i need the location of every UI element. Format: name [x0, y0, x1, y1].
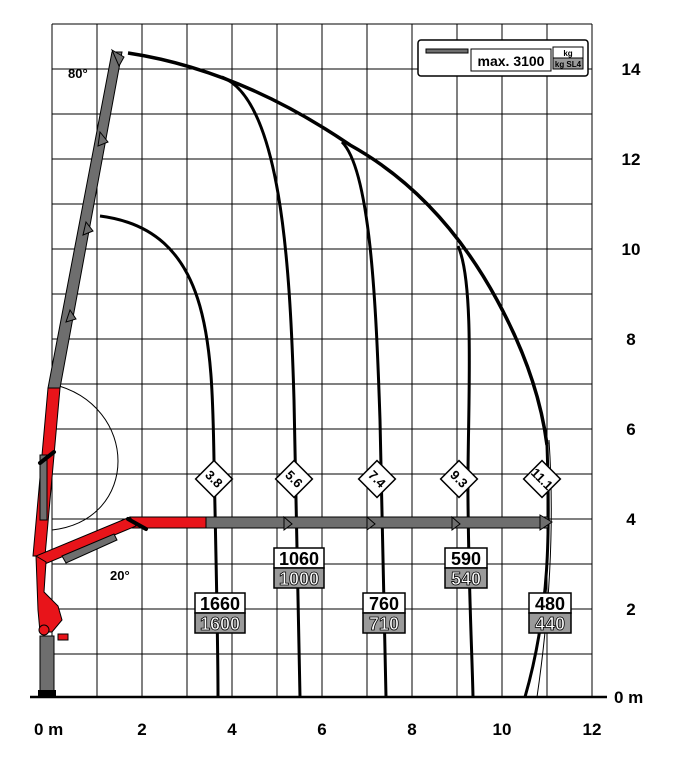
- boom-pad: [82, 220, 94, 236]
- boom-pad: [65, 308, 77, 323]
- capacity-kg-sl4: 1000: [279, 569, 319, 589]
- column-body: [35, 555, 63, 633]
- capacity-label: 480 440: [528, 592, 572, 634]
- capacity-labels: 1660 1600 1060 1000 760 710 590 540 480 …: [194, 547, 572, 634]
- load-curve-5-6: [221, 75, 302, 698]
- boom-cylinder: [39, 454, 48, 521]
- y-tick-label: 0 m: [614, 688, 643, 707]
- legend-label: max. 3100: [478, 53, 545, 69]
- boom-inner-arm: [35, 516, 137, 567]
- x-tick-label: 12: [583, 720, 602, 739]
- boom-pad: [366, 515, 376, 531]
- y-axis: 0 m 2 4 6 8 10 12 14: [614, 60, 643, 707]
- boom-pad: [283, 515, 293, 531]
- slew-radius-arc: [51, 383, 119, 531]
- legend: max. 3100 kg kg SL4: [417, 39, 589, 77]
- angle-label-top: 80°: [68, 66, 88, 81]
- column-bracket: [57, 633, 69, 641]
- x-tick-label: 4: [227, 720, 237, 739]
- capacity-label: 1660 1600: [194, 592, 246, 634]
- x-tick-label: 10: [493, 720, 512, 739]
- x-tick-label: 2: [137, 720, 146, 739]
- capacity-kg: 480: [535, 594, 565, 614]
- capacity-label: 590 540: [444, 547, 488, 589]
- capacity-kg-sl4: 440: [535, 614, 565, 634]
- x-tick-label: 8: [407, 720, 416, 739]
- column-foot: [38, 690, 56, 697]
- capacity-kg-sl4: 540: [451, 569, 481, 589]
- reach-label: 5.6: [274, 459, 314, 499]
- crane-column: [35, 555, 69, 697]
- column-pivot: [38, 624, 50, 636]
- y-tick-label: 6: [626, 420, 635, 439]
- y-tick-label: 4: [626, 510, 636, 529]
- crane-boom-vertical: [32, 48, 125, 557]
- boom-tip: [110, 48, 125, 68]
- x-tick-label: 6: [317, 720, 326, 739]
- capacity-kg-sl4: 710: [369, 614, 399, 634]
- boom-pin: [38, 450, 56, 465]
- reach-label-text: 11.1: [528, 465, 556, 493]
- y-tick-label: 12: [622, 150, 641, 169]
- capacity-kg: 760: [369, 594, 399, 614]
- load-curve-9-3: [456, 245, 475, 698]
- boom-pin: [126, 517, 148, 531]
- capacity-label: 1060 1000: [273, 547, 325, 589]
- reach-label: 11.1: [522, 459, 562, 499]
- x-axis: 0 m 2 4 6 8 10 12: [34, 720, 601, 739]
- capacity-kg: 1660: [200, 594, 240, 614]
- capacity-kg: 1060: [279, 549, 319, 569]
- boom-tip: [539, 514, 553, 531]
- legend-boom-icon: [425, 48, 469, 54]
- boom-extension-section: [205, 516, 549, 529]
- legend-unit-kg-sl4: kg SL4: [555, 60, 582, 69]
- angle-label-bottom: 20°: [110, 568, 130, 583]
- boom-pad: [97, 130, 109, 147]
- legend-value-box: [470, 48, 552, 72]
- reach-label: 9.3: [439, 459, 479, 499]
- x-tick-label: 0 m: [34, 720, 63, 739]
- boom-cylinder: [61, 533, 118, 564]
- reach-labels: 3.8 5.6 7.4 9.3 11.1: [194, 459, 562, 499]
- y-tick-label: 2: [626, 600, 635, 619]
- legend-unit-kg: kg: [563, 49, 572, 58]
- y-tick-label: 14: [622, 60, 641, 79]
- capacity-label: 760 710: [362, 592, 406, 634]
- capacity-kg-sl4: 1600: [200, 614, 240, 634]
- y-tick-label: 8: [626, 330, 635, 349]
- legend-unit-box-sl4: [552, 57, 584, 70]
- boom-extension-section: [47, 51, 123, 389]
- reach-label: 7.4: [357, 459, 397, 499]
- y-tick-label: 10: [622, 240, 641, 259]
- column-base: [39, 635, 55, 693]
- load-curves: [99, 75, 550, 698]
- capacity-kg: 590: [451, 549, 481, 569]
- reach-label: 3.8: [194, 459, 234, 499]
- boom-pad: [451, 515, 461, 531]
